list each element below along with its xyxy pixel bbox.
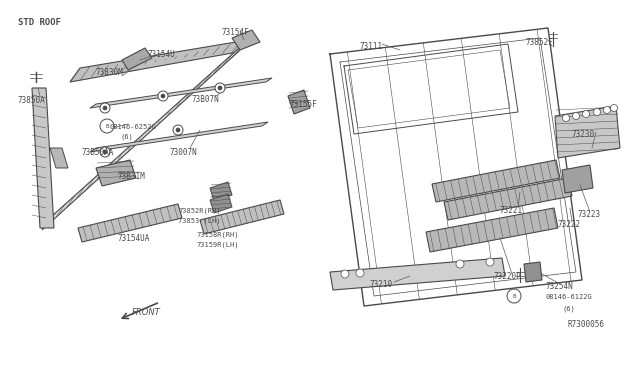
Text: 73852R(RH): 73852R(RH) bbox=[178, 208, 221, 215]
Text: 73158R(RH): 73158R(RH) bbox=[196, 232, 239, 238]
Polygon shape bbox=[50, 148, 68, 168]
Text: 73222: 73222 bbox=[558, 220, 581, 229]
Text: 73154F: 73154F bbox=[222, 28, 250, 37]
Circle shape bbox=[341, 270, 349, 278]
Text: 73154U: 73154U bbox=[148, 50, 176, 59]
Text: FRONT: FRONT bbox=[132, 308, 161, 317]
Text: 73B07N: 73B07N bbox=[192, 95, 220, 104]
Text: 73223: 73223 bbox=[577, 210, 600, 219]
Polygon shape bbox=[122, 48, 152, 70]
Text: 08146-6252G: 08146-6252G bbox=[110, 124, 157, 130]
Polygon shape bbox=[200, 200, 284, 234]
Polygon shape bbox=[90, 78, 272, 108]
Circle shape bbox=[100, 147, 110, 157]
Circle shape bbox=[218, 86, 222, 90]
Text: 73155F: 73155F bbox=[290, 100, 317, 109]
Text: 73221: 73221 bbox=[500, 206, 523, 215]
Circle shape bbox=[563, 115, 570, 122]
Polygon shape bbox=[330, 258, 505, 290]
Text: 73850A: 73850A bbox=[18, 96, 45, 105]
Text: 73111: 73111 bbox=[360, 42, 383, 51]
Text: B: B bbox=[512, 294, 516, 298]
Text: 73B31M: 73B31M bbox=[118, 172, 146, 181]
Text: (6): (6) bbox=[120, 134, 132, 141]
Polygon shape bbox=[432, 160, 560, 202]
Text: 08146-6122G: 08146-6122G bbox=[546, 294, 593, 300]
Circle shape bbox=[103, 150, 107, 154]
Text: 73254N: 73254N bbox=[546, 282, 573, 291]
Polygon shape bbox=[210, 182, 232, 201]
Text: 73210: 73210 bbox=[370, 280, 393, 289]
Polygon shape bbox=[90, 122, 268, 152]
Circle shape bbox=[215, 83, 225, 93]
Circle shape bbox=[611, 105, 618, 112]
Polygon shape bbox=[96, 160, 136, 186]
Polygon shape bbox=[426, 208, 558, 252]
Circle shape bbox=[100, 119, 114, 133]
Circle shape bbox=[100, 103, 110, 113]
Polygon shape bbox=[555, 106, 620, 158]
Circle shape bbox=[593, 109, 600, 115]
Polygon shape bbox=[232, 30, 260, 50]
Circle shape bbox=[573, 112, 579, 119]
Circle shape bbox=[103, 106, 107, 110]
Text: 73853 (LH): 73853 (LH) bbox=[178, 218, 221, 224]
Circle shape bbox=[456, 260, 464, 268]
Text: 73159R(LH): 73159R(LH) bbox=[196, 242, 239, 248]
Text: STD ROOF: STD ROOF bbox=[18, 18, 61, 27]
Polygon shape bbox=[210, 194, 232, 213]
Polygon shape bbox=[78, 204, 182, 242]
Text: 73230: 73230 bbox=[572, 130, 595, 139]
Text: 73830M: 73830M bbox=[95, 68, 123, 77]
Polygon shape bbox=[42, 40, 248, 230]
Text: 73007N: 73007N bbox=[170, 148, 198, 157]
Circle shape bbox=[356, 269, 364, 277]
Text: 73220P: 73220P bbox=[494, 272, 522, 281]
Circle shape bbox=[158, 91, 168, 101]
Polygon shape bbox=[562, 165, 593, 193]
Circle shape bbox=[582, 110, 589, 118]
Text: (6): (6) bbox=[562, 306, 575, 312]
Text: B: B bbox=[105, 124, 109, 128]
Circle shape bbox=[161, 94, 165, 98]
Text: 73B50AA: 73B50AA bbox=[82, 148, 115, 157]
Polygon shape bbox=[70, 40, 248, 82]
Circle shape bbox=[176, 128, 180, 132]
Circle shape bbox=[507, 289, 521, 303]
Circle shape bbox=[486, 258, 494, 266]
Circle shape bbox=[604, 106, 611, 113]
Polygon shape bbox=[288, 90, 310, 114]
Text: R7300056: R7300056 bbox=[568, 320, 605, 329]
Polygon shape bbox=[444, 178, 572, 220]
Polygon shape bbox=[524, 262, 542, 282]
Text: 73852F: 73852F bbox=[525, 38, 553, 47]
Polygon shape bbox=[32, 88, 54, 228]
Text: 73154UA: 73154UA bbox=[118, 234, 150, 243]
Circle shape bbox=[173, 125, 183, 135]
